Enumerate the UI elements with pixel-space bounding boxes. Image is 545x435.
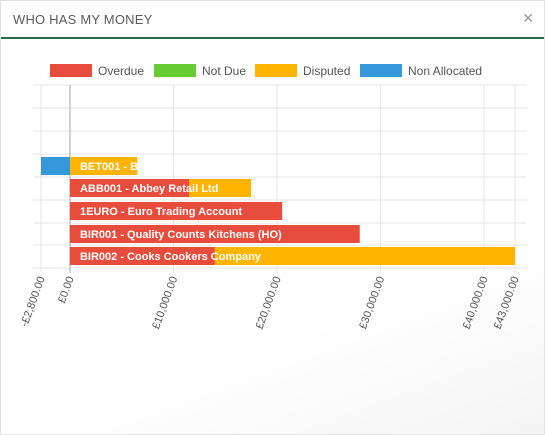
bar-segment-overdue[interactable] (69, 225, 360, 243)
legend-label-non-allocated[interactable]: Non Allocated (408, 64, 482, 78)
x-tick-label: £43,000.00 (492, 275, 522, 331)
x-tick-label: £20,000.00 (254, 275, 284, 331)
widget-header: WHO HAS MY MONEY ✕ (1, 1, 544, 39)
legend-swatch-overdue[interactable] (50, 64, 92, 77)
legend-swatch-non-allocated[interactable] (360, 64, 402, 77)
bar-segment-disputed[interactable] (188, 179, 252, 197)
legend-label-disputed[interactable]: Disputed (303, 64, 350, 78)
x-tick-label: £0.00 (56, 275, 77, 305)
legend-swatch-not-due[interactable] (154, 64, 196, 77)
bar-label: BET001 - Better Kitchens (80, 161, 211, 173)
x-tick-label: -£2,800.00 (19, 275, 48, 329)
x-tick-label: £30,000.00 (357, 275, 387, 331)
bar-segment-disputed[interactable] (214, 247, 515, 265)
legend-swatch-disputed[interactable] (255, 64, 297, 77)
close-icon[interactable]: ✕ (522, 10, 534, 26)
bar-label: BIR002 - Cooks Cookers Company (80, 251, 262, 263)
bar-segment-overdue[interactable] (69, 247, 215, 265)
bar-segment-disputed[interactable] (69, 157, 138, 175)
bar-segment-overdue[interactable] (69, 202, 283, 220)
x-tick-label: £10,000.00 (150, 275, 180, 331)
x-tick-label: £40,000.00 (461, 275, 491, 331)
bar-segment-overdue[interactable] (69, 179, 189, 197)
widget-title: WHO HAS MY MONEY (13, 12, 153, 27)
bar-segment-non-allocated[interactable] (41, 157, 70, 175)
bar-label: 1EURO - Euro Trading Account (80, 206, 242, 218)
bar-label: BIR001 - Quality Counts Kitchens (HO) (80, 229, 282, 241)
legend-label-not-due[interactable]: Not Due (202, 64, 246, 78)
legend-label-overdue[interactable]: Overdue (98, 64, 144, 78)
bar-label: ABB001 - Abbey Retail Ltd (80, 183, 218, 195)
